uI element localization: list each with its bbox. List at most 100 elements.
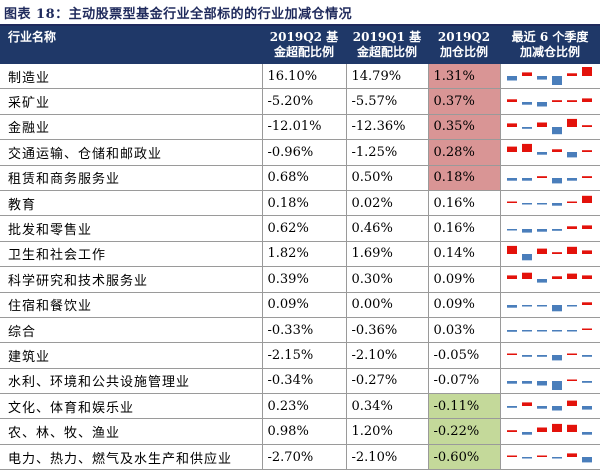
sparkline-bar: [581, 195, 592, 204]
sparkline-bar: [521, 203, 532, 205]
industry-name: 综合: [0, 317, 263, 344]
q1-overweight-value: 0.50%: [346, 165, 429, 191]
q2-overweight-value: -0.34%: [262, 368, 347, 395]
q2-overweight-value: 0.39%: [262, 266, 347, 293]
industry-name: 租赁和商务服务业: [0, 165, 263, 191]
q2-change-value: 0.09%: [428, 292, 501, 318]
sparkline: [506, 97, 592, 107]
q1-overweight-value: -1.25%: [346, 139, 429, 166]
q2-change-value: 0.18%: [428, 165, 501, 191]
q1-overweight-value: 0.00%: [346, 292, 429, 318]
industry-name: 水利、环境和公共设施管理业: [0, 368, 263, 395]
sparkline-bar: [581, 355, 592, 358]
sparkline-bar: [536, 122, 547, 127]
sparkline-bar: [566, 424, 577, 432]
sparkline-bar: [566, 353, 577, 356]
sparkline-bar: [521, 228, 532, 233]
sparkline-bar: [566, 201, 577, 204]
industry-name: 电力、热力、燃气及水生产和供应业: [0, 444, 263, 470]
q1-overweight-value: 0.34%: [346, 393, 429, 420]
sparkline-bar: [506, 380, 517, 384]
table-body: 制造业 16.10% 14.79% 1.31% 采矿业 -5.20% -5.57% 0.37%…: [0, 64, 600, 470]
sparkline: [506, 224, 592, 233]
sparkline-bar: [536, 152, 547, 156]
sparkline-bar: [536, 203, 547, 205]
table-row: 科学研究和技术服务业 0.39% 0.30% 0.09%: [0, 266, 600, 293]
industry-name: 农、林、牧、渔业: [0, 418, 263, 445]
sparkline-bar: [566, 400, 577, 407]
q1-overweight-value: -0.27%: [346, 368, 429, 395]
q2-change-value: 0.09%: [428, 266, 501, 293]
sparkline-bar: [581, 406, 592, 410]
sparkline: [506, 195, 592, 206]
table-row: 制造业 16.10% 14.79% 1.31%: [0, 64, 600, 90]
sparkline-bar: [536, 304, 547, 307]
sparkline-bar: [581, 224, 592, 229]
sparkline-bar: [566, 225, 577, 229]
sparkline-bar: [551, 355, 562, 361]
sparkline-bar: [566, 273, 577, 280]
q2-change-value: -0.22%: [428, 418, 501, 445]
table-row: 批发和零售业 0.62% 0.46% 0.16%: [0, 215, 600, 242]
q2-change-value: -0.05%: [428, 342, 501, 369]
sparkline-bar: [551, 99, 562, 102]
sparkline-bar: [551, 252, 562, 254]
industry-name: 科学研究和技术服务业: [0, 266, 263, 293]
q1-overweight-value: -2.10%: [346, 444, 429, 470]
sparkline-bar: [506, 406, 517, 409]
sparkline-bar: [566, 453, 577, 458]
sparkline-bar: [506, 275, 517, 280]
sparkline-bar: [551, 457, 562, 459]
q2-change-value: 0.14%: [428, 241, 501, 268]
q1-overweight-value: 0.02%: [346, 190, 429, 217]
industry-name: 批发和零售业: [0, 215, 263, 242]
sparkline-cell: [500, 64, 600, 90]
sparkline-bar: [506, 228, 517, 231]
q2-overweight-value: -0.33%: [262, 317, 347, 344]
sparkline-bar: [566, 330, 577, 332]
sparkline-bar: [536, 355, 547, 358]
q2-overweight-value: -12.01%: [262, 114, 347, 141]
industry-name: 住宿和餐饮业: [0, 292, 263, 318]
q1-overweight-value: 0.46%: [346, 215, 429, 242]
sparkline-bar: [581, 175, 592, 178]
sparkline-cell: [500, 266, 600, 293]
q2-overweight-value: 16.10%: [262, 64, 347, 90]
sparkline-bar: [521, 273, 532, 280]
q2-change-value: -0.07%: [428, 368, 501, 395]
sparkline-cell: [500, 292, 600, 318]
sparkline-bar: [506, 76, 517, 81]
title-rule: [0, 24, 600, 26]
sparkline: [506, 400, 592, 411]
sparkline-cell: [500, 418, 600, 445]
sparkline-cell: [500, 393, 600, 420]
sparkline-bar: [566, 152, 577, 158]
table-row: 租赁和商务服务业 0.68% 0.50% 0.18%: [0, 165, 600, 191]
sparkline: [506, 144, 592, 158]
q2-overweight-value: 0.98%: [262, 418, 347, 445]
sparkline-bar: [506, 304, 517, 308]
sparkline-bar: [551, 76, 562, 86]
sparkline-cell: [500, 139, 600, 166]
q1-overweight-value: -12.36%: [346, 114, 429, 141]
q2-overweight-value: 0.09%: [262, 292, 347, 318]
sparkline-cell: [500, 165, 600, 191]
sparkline-bar: [536, 455, 547, 458]
q2-change-value: 0.16%: [428, 215, 501, 242]
q2-overweight-value: -2.70%: [262, 444, 347, 470]
q2-overweight-value: 0.18%: [262, 190, 347, 217]
sparkline: [506, 273, 592, 283]
sparkline: [506, 245, 592, 261]
table-row: 住宿和餐饮业 0.09% 0.00% 0.09%: [0, 292, 600, 318]
industry-name: 教育: [0, 190, 263, 217]
sparkline-bar: [551, 304, 562, 312]
table-row: 文化、体育和娱乐业 0.23% 0.34% -0.11%: [0, 393, 600, 420]
header-industry: 行业名称: [0, 26, 262, 64]
sparkline-bar: [551, 126, 562, 135]
table-row: 金融业 -12.01% -12.36% 0.35%: [0, 114, 600, 141]
sparkline-bar: [581, 457, 592, 463]
q2-overweight-value: 0.23%: [262, 393, 347, 420]
q1-overweight-value: -5.57%: [346, 88, 429, 115]
q2-change-value: 0.37%: [428, 88, 501, 115]
sparkline-bar: [566, 379, 577, 381]
